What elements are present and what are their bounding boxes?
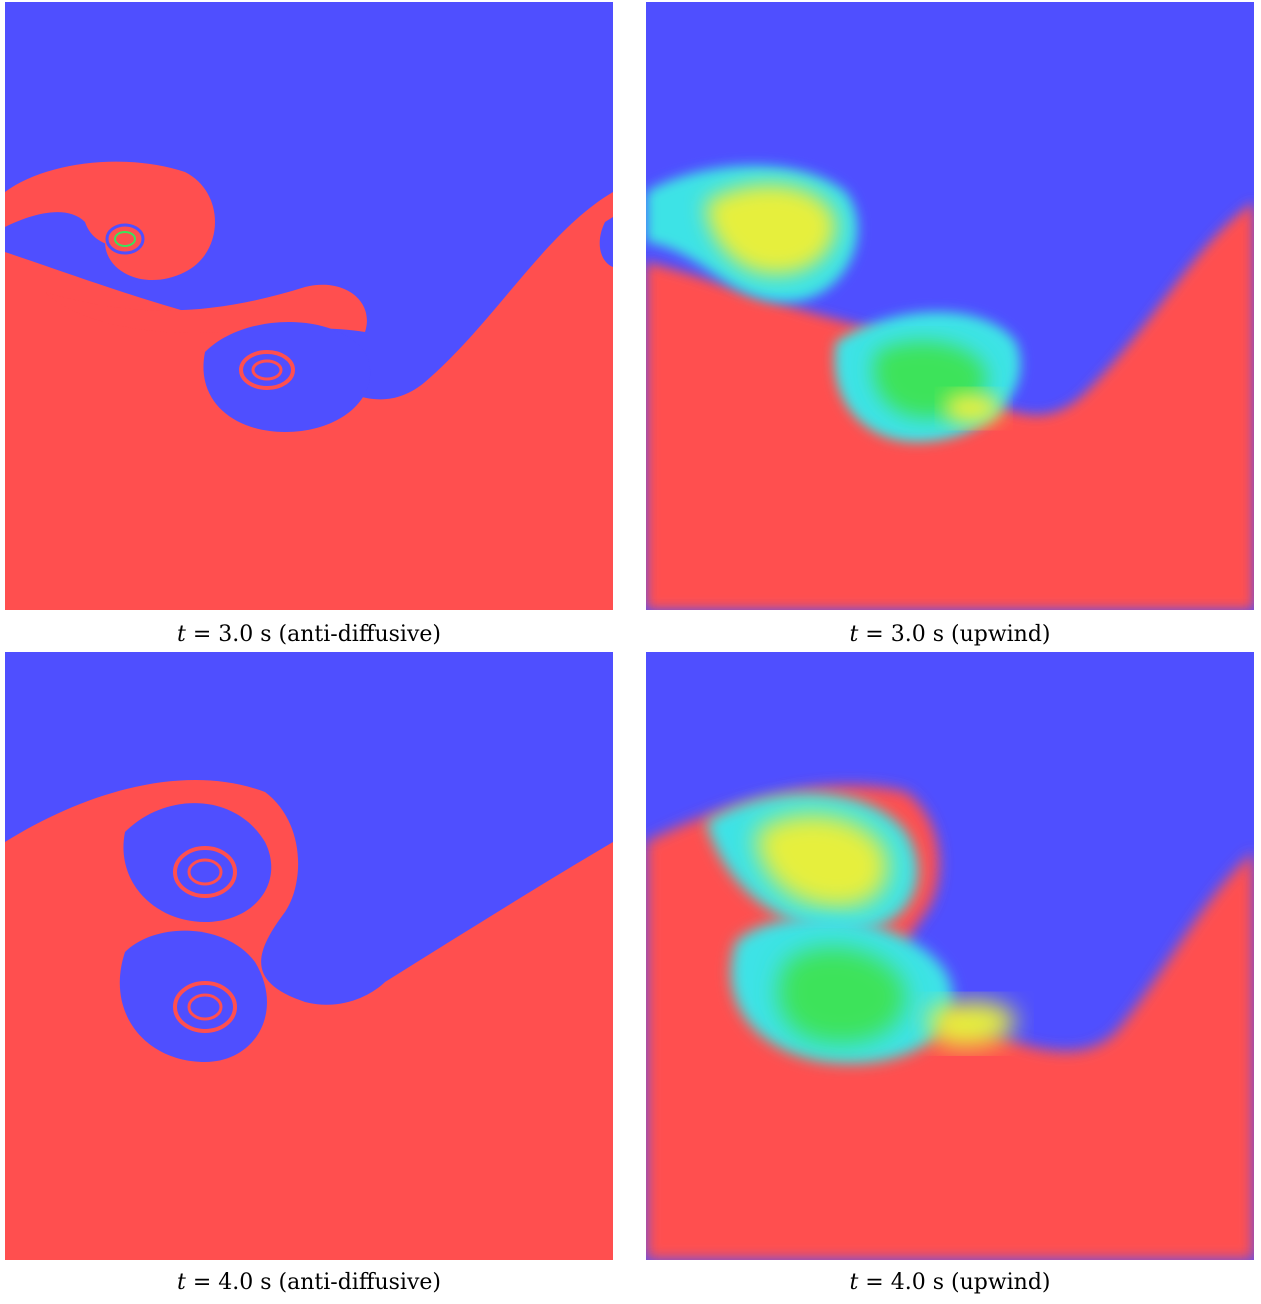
fluid-field-t3-upwind xyxy=(646,2,1254,610)
panel-t3-upwind xyxy=(646,2,1254,610)
panel-t4-anti-diffusive xyxy=(5,652,613,1260)
right-curl xyxy=(203,322,371,432)
caption-t3-anti-diffusive: t = 3.0 s (anti-diffusive) xyxy=(5,618,613,652)
lower-vortex-core xyxy=(173,981,237,1033)
fluid-field-t3-anti-diffusive xyxy=(5,2,613,610)
fluid-field-t4-upwind xyxy=(646,652,1254,1260)
caption-t3-upwind: t = 3.0 s (upwind) xyxy=(646,618,1254,652)
caption-text: = 4.0 s (anti-diffusive) xyxy=(185,1270,441,1295)
fluid-field-t4-anti-diffusive xyxy=(5,652,613,1260)
panel-t4-upwind xyxy=(646,652,1254,1260)
lower-vortex-region xyxy=(119,930,267,1062)
time-symbol: t xyxy=(849,1270,859,1295)
caption-text: = 3.0 s (anti-diffusive) xyxy=(185,622,441,647)
caption-text: = 4.0 s (upwind) xyxy=(858,1270,1051,1295)
caption-text: = 3.0 s (upwind) xyxy=(858,622,1051,647)
upper-vortex-core xyxy=(173,846,237,898)
caption-t4-upwind: t = 4.0 s (upwind) xyxy=(646,1266,1254,1300)
middle-streak xyxy=(45,284,367,334)
right-vortex-core xyxy=(239,350,295,390)
time-symbol: t xyxy=(177,1270,186,1295)
left-curl xyxy=(5,161,215,281)
panel-t3-anti-diffusive xyxy=(5,2,613,610)
caption-t4-anti-diffusive: t = 4.0 s (anti-diffusive) xyxy=(5,1266,613,1300)
left-vortex-core xyxy=(105,223,145,255)
time-symbol: t xyxy=(849,622,859,647)
time-symbol: t xyxy=(177,622,186,647)
